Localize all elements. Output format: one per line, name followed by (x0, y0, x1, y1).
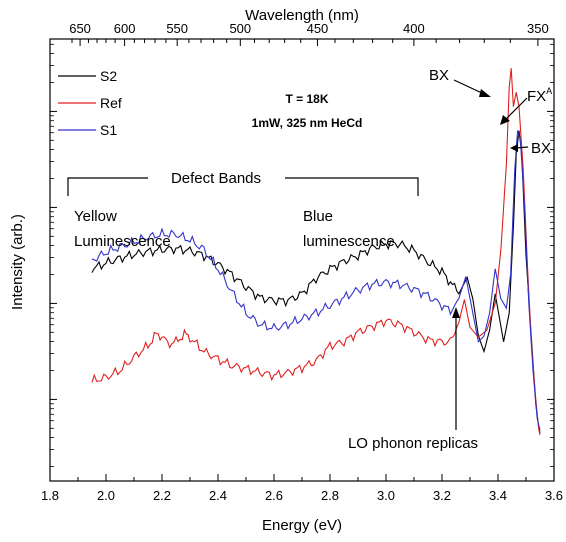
bx-label-right: BX (531, 140, 551, 157)
legend: S2 Ref S1 (58, 68, 122, 138)
x-tick-label: 3.4 (489, 488, 507, 503)
series-line-ref (91, 68, 541, 436)
temperature-label: T = 18K (285, 92, 328, 106)
blue-label-line2: luminescence (303, 233, 395, 250)
fx-label: FXA (527, 86, 552, 105)
top-tick-label: 550 (166, 21, 188, 36)
series-line-s2 (91, 130, 541, 434)
x-tick-label: 2.0 (97, 488, 115, 503)
series-line-s1 (91, 130, 541, 431)
top-tick-label: 500 (229, 21, 251, 36)
x-axis-title: Energy (eV) (262, 517, 342, 534)
lo-phonon-label: LO phonon replicas (348, 435, 478, 452)
x-tick-label: 3.0 (377, 488, 395, 503)
defect-bands-label: Defect Bands (171, 170, 261, 187)
x-tick-label: 1.8 (41, 488, 59, 503)
top-tick-label: 350 (527, 21, 549, 36)
top-tick-label: 650 (69, 21, 91, 36)
defect-bands-bracket (67, 177, 419, 196)
fx-superscript: A (546, 86, 552, 96)
x-tick-label: 2.4 (209, 488, 227, 503)
x-tick-label: 2.6 (265, 488, 283, 503)
bx-left-arrowhead (479, 89, 491, 97)
top-tick-label: 600 (114, 21, 136, 36)
bx-left-arrow (453, 79, 485, 95)
bx-right-arrowhead (510, 144, 518, 152)
legend-label-s2: S2 (100, 68, 117, 84)
x-tick-label: 2.8 (321, 488, 339, 503)
x-tick-label: 3.6 (545, 488, 563, 503)
top-axis-title: Wavelength (nm) (245, 7, 359, 24)
blue-label-line1: Blue (303, 208, 333, 225)
legend-label-ref: Ref (100, 95, 122, 111)
x-tick-label: 2.2 (153, 488, 171, 503)
yellow-label-line2: Luminescence (74, 233, 171, 250)
top-tick-label: 400 (403, 21, 425, 36)
x-tick-label: 3.2 (433, 488, 451, 503)
y-axis-title: Intensity (arb.) (9, 214, 26, 310)
top-tick-label: 450 (307, 21, 329, 36)
yellow-label-line1: Yellow (74, 208, 117, 225)
lo-phonon-arrowhead (452, 307, 460, 318)
fx-arrow (504, 97, 528, 121)
fx-arrowhead (500, 115, 510, 125)
excitation-label: 1mW, 325 nm HeCd (252, 116, 363, 130)
bx-label-left: BX (429, 67, 449, 84)
fx-main-text: FX (527, 88, 546, 105)
legend-label-s1: S1 (100, 122, 117, 138)
